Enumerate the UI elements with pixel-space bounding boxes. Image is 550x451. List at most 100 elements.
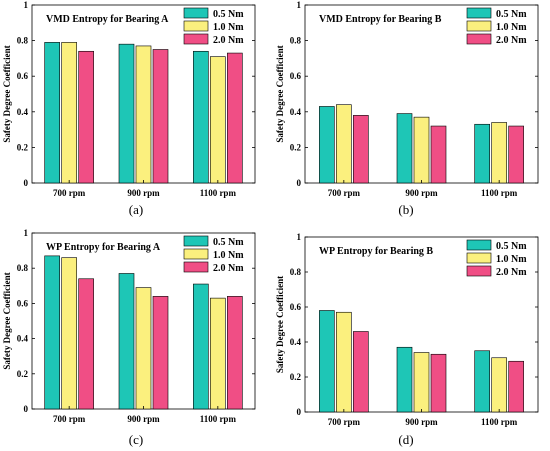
- chart-title: WP Entropy for Bearing A: [46, 242, 161, 253]
- y-tick-label: 0.4: [290, 337, 302, 347]
- x-tick-label: 900 rpm: [405, 188, 438, 198]
- bar-1-0-nm-900-rpm: [413, 116, 430, 184]
- chart-panel-1: 0 0.2 0.4 0.6 0.8 1 Safety Degree Coefficient 7…: [2, 0, 256, 198]
- legend-swatch: [183, 33, 209, 45]
- bar-1-0-nm-900-rpm: [135, 287, 152, 410]
- y-tick-label: 0.6: [290, 71, 302, 81]
- legend-label: 2.0 Nm: [213, 263, 244, 274]
- x-tick-label: 1100 rpm: [481, 188, 518, 198]
- bar-0-5-nm-700-rpm: [319, 310, 335, 413]
- bar-1-0-nm-700-rpm: [61, 42, 77, 184]
- bar-0-5-nm-1100-rpm: [474, 350, 490, 413]
- bar-2-0-nm-700-rpm: [78, 278, 94, 410]
- x-tick-label: 700 rpm: [53, 414, 86, 424]
- legend-label: 1.0 Nm: [496, 254, 527, 265]
- x-tick-label: 900 rpm: [127, 188, 160, 198]
- legend-swatch: [183, 248, 209, 260]
- y-tick-label: 0.8: [290, 36, 302, 46]
- y-tick-label: 0.2: [17, 142, 29, 152]
- chart-title: VMD Entropy for Bearing B: [319, 14, 442, 25]
- legend-swatch: [466, 239, 492, 251]
- legend-swatch: [183, 20, 209, 32]
- x-tick-label: 700 rpm: [328, 417, 361, 427]
- panel-caption: (a): [129, 202, 143, 217]
- y-tick-label: 1: [24, 0, 29, 10]
- bar-2-0-nm-900-rpm: [430, 353, 447, 413]
- bar-2-0-nm-900-rpm: [430, 125, 447, 184]
- legend-label: 1.0 Nm: [496, 22, 527, 33]
- bar-1-0-nm-900-rpm: [413, 352, 430, 413]
- bar-1-0-nm-900-rpm: [135, 45, 152, 184]
- legend-label: 0.5 Nm: [213, 9, 244, 20]
- bar-1-0-nm-700-rpm: [61, 257, 77, 410]
- y-tick-label: 0: [24, 404, 29, 414]
- x-tick-label: 700 rpm: [53, 188, 86, 198]
- bar-2-0-nm-700-rpm: [78, 50, 94, 184]
- x-tick-label: 1100 rpm: [200, 188, 237, 198]
- y-tick-label: 0.6: [17, 71, 29, 81]
- bar-2-0-nm-900-rpm: [152, 49, 169, 184]
- legend-swatch: [466, 265, 492, 277]
- bar-1-0-nm-1100-rpm: [491, 122, 507, 184]
- y-tick-label: 0.6: [17, 298, 29, 308]
- y-tick-label: 0.2: [17, 369, 29, 379]
- y-tick-label: 1: [24, 228, 29, 238]
- legend-swatch: [183, 7, 209, 19]
- x-tick-label: 900 rpm: [405, 417, 438, 427]
- y-tick-label: 0: [24, 178, 29, 188]
- x-tick-label: 1100 rpm: [481, 417, 518, 427]
- y-axis-label: Safety Degree Coefficient: [2, 272, 12, 369]
- bar-2-0-nm-1100-rpm: [227, 296, 243, 410]
- y-tick-label: 0.8: [290, 267, 302, 277]
- bar-2-0-nm-700-rpm: [353, 331, 369, 413]
- bar-0-5-nm-900-rpm: [396, 346, 413, 413]
- legend-swatch: [466, 252, 492, 264]
- bar-2-0-nm-1100-rpm: [227, 52, 243, 184]
- panel-caption: (c): [129, 432, 143, 447]
- legend-label: 2.0 Nm: [213, 35, 244, 46]
- bar-0-5-nm-1100-rpm: [474, 123, 490, 184]
- chart-panel-3: 0 0.2 0.4 0.6 0.8 1 Safety Degree Coefficient 7…: [2, 228, 256, 424]
- y-tick-label: 1: [297, 0, 302, 10]
- y-tick-label: 0.8: [17, 36, 29, 46]
- bar-2-0-nm-900-rpm: [152, 296, 169, 410]
- y-tick-label: 0.8: [17, 263, 29, 273]
- y-tick-label: 0.2: [290, 372, 302, 382]
- bar-0-5-nm-700-rpm: [44, 42, 60, 184]
- legend-swatch: [466, 7, 492, 19]
- chart-panel-2: 0 0.2 0.4 0.6 0.8 1 Safety Degree Coefficient 7…: [275, 0, 539, 198]
- bar-1-0-nm-700-rpm: [336, 104, 352, 184]
- x-tick-label: 900 rpm: [127, 414, 160, 424]
- legend-swatch: [466, 20, 492, 32]
- legend-swatch: [466, 33, 492, 45]
- legend-label: 0.5 Nm: [213, 237, 244, 248]
- bar-0-5-nm-900-rpm: [118, 43, 135, 184]
- bar-0-5-nm-700-rpm: [44, 255, 60, 410]
- bar-0-5-nm-1100-rpm: [193, 50, 209, 184]
- y-axis-label: Safety Degree Coefficient: [275, 45, 285, 142]
- y-tick-label: 0: [297, 407, 302, 417]
- legend-label: 0.5 Nm: [496, 9, 527, 20]
- bar-2-0-nm-700-rpm: [353, 115, 369, 184]
- y-tick-label: 0.6: [290, 302, 302, 312]
- legend-label: 1.0 Nm: [213, 250, 244, 261]
- bar-2-0-nm-1100-rpm: [508, 360, 524, 413]
- legend-label: 1.0 Nm: [213, 22, 244, 33]
- legend-label: 0.5 Nm: [496, 241, 527, 252]
- y-tick-label: 0.4: [17, 107, 29, 117]
- x-tick-label: 1100 rpm: [200, 414, 237, 424]
- legend-label: 2.0 Nm: [496, 267, 527, 278]
- y-tick-label: 1: [297, 232, 302, 242]
- bar-1-0-nm-1100-rpm: [210, 56, 226, 184]
- x-tick-label: 700 rpm: [328, 188, 361, 198]
- bar-1-0-nm-700-rpm: [336, 311, 352, 413]
- bar-1-0-nm-1100-rpm: [491, 357, 507, 413]
- y-tick-label: 0: [297, 178, 302, 188]
- y-tick-label: 0.4: [290, 107, 302, 117]
- y-axis-label: Safety Degree Coefficient: [2, 45, 12, 142]
- legend-swatch: [183, 261, 209, 273]
- chart-panel-4: 0 0.2 0.4 0.6 0.8 1 Safety Degree Coefficient 7…: [275, 232, 539, 427]
- bar-0-5-nm-900-rpm: [396, 113, 413, 184]
- chart-title: VMD Entropy for Bearing A: [46, 14, 169, 25]
